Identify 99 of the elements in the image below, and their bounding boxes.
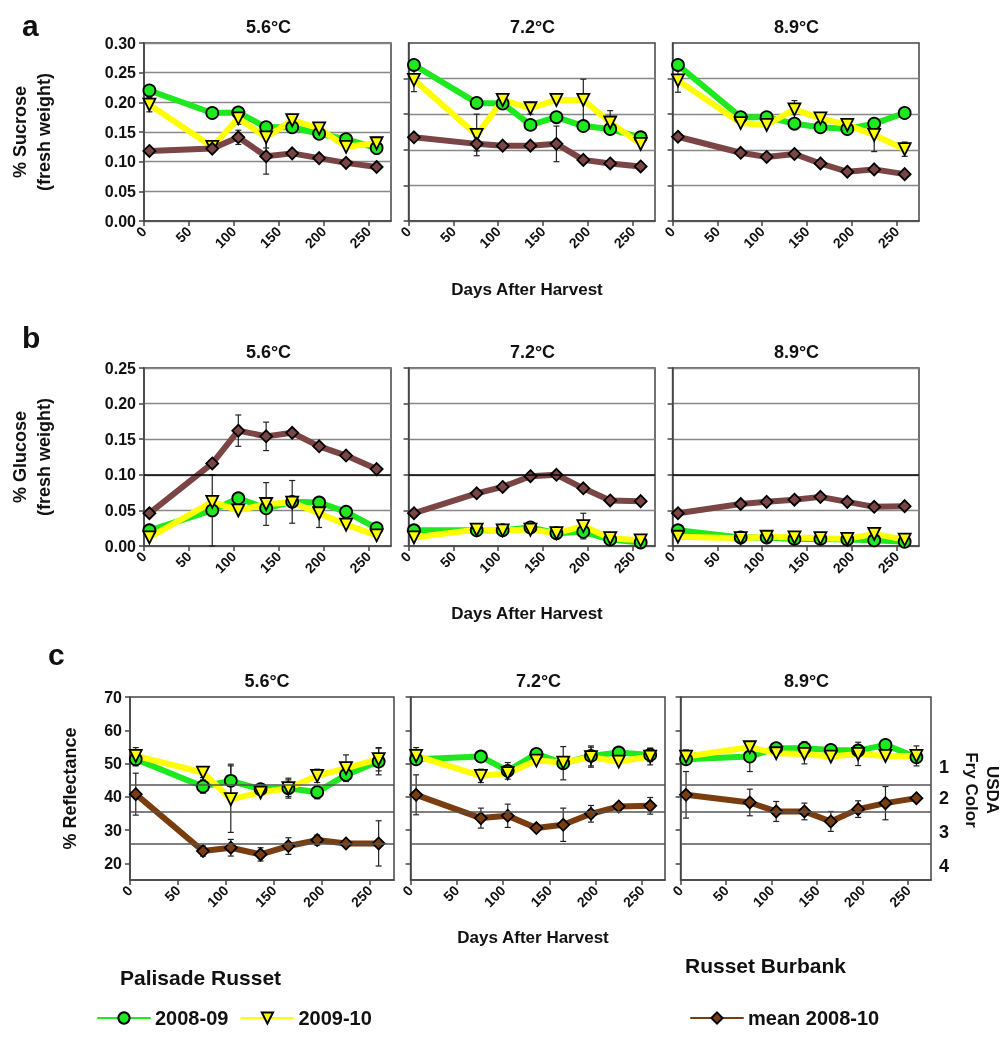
y-tick-label: 0.10 <box>104 466 137 484</box>
x-tick-label: 200 <box>829 548 858 577</box>
x-tick-label: 200 <box>299 882 328 911</box>
x-tick-label: 250 <box>346 223 375 252</box>
x-tick-label: 250 <box>346 548 375 577</box>
x-tick-label: 100 <box>740 223 768 252</box>
chart-title: 8.9°C <box>773 17 820 37</box>
chart-title: 8.9°C <box>773 342 820 362</box>
x-tick-label: 100 <box>211 548 240 577</box>
x-tick-label: 50 <box>161 882 184 905</box>
text: 4 <box>939 856 950 876</box>
x-axis-title: Days After Harvest <box>451 604 603 624</box>
y-tick-label: 0.00 <box>104 537 137 555</box>
text: 1 <box>939 757 950 777</box>
y-tick-label: 0.15 <box>104 123 137 141</box>
chart-title: 5.6°C <box>245 342 292 362</box>
y-tick-label: 0.30 <box>104 34 137 52</box>
x-tick-label: 50 <box>172 548 195 571</box>
y-tick-label: 20 <box>104 854 123 872</box>
x-axis-title: Days After Harvest <box>451 280 603 300</box>
x-tick-label: 100 <box>480 882 509 911</box>
x-tick-label: 0 <box>397 548 415 566</box>
x-tick-label: 100 <box>476 548 504 577</box>
y-tick-label: 70 <box>104 688 123 706</box>
x-tick-label: 200 <box>301 223 330 252</box>
text: Palisade Russet <box>120 966 282 989</box>
x-tick-label: 100 <box>740 548 768 577</box>
x-tick-label: 200 <box>565 548 594 577</box>
x-tick-label: 100 <box>211 223 240 252</box>
chart-title: 5.6°C <box>244 671 290 691</box>
text: USDA Fry Color <box>962 752 1002 829</box>
x-tick-label: 0 <box>399 882 417 900</box>
y-tick-label: 0.25 <box>104 359 137 377</box>
y-tick-label: 50 <box>104 755 123 773</box>
x-tick-label: 250 <box>886 882 915 911</box>
y-tick-label: 0.25 <box>104 64 137 82</box>
x-tick-label: 0 <box>669 882 687 900</box>
x-tick-label: 50 <box>436 548 460 571</box>
y-tick-label: 0.00 <box>104 212 137 230</box>
x-tick-label: 100 <box>749 882 778 911</box>
text: a <box>22 8 39 42</box>
text: 3 <box>939 822 950 842</box>
legend-label: 2009-10 <box>298 1007 372 1029</box>
y-tick-label: 30 <box>104 821 123 839</box>
text: Russet Burbank <box>685 953 847 977</box>
y-tick-label: 0.05 <box>104 182 137 200</box>
x-tick-label: 200 <box>565 223 594 252</box>
legend-label: 2008-09 <box>155 1007 229 1029</box>
text: 2 <box>939 788 950 808</box>
chart-title: 7.2°C <box>509 17 556 37</box>
x-tick-label: 150 <box>520 223 549 252</box>
y-tick-label: 0.20 <box>104 93 137 111</box>
chart-title: 5.6°C <box>245 17 292 37</box>
x-tick-label: 150 <box>784 548 813 577</box>
y-axis-title: % Glucose (fresh weight) <box>10 397 54 517</box>
x-tick-label: 150 <box>256 223 285 252</box>
y-tick-label: 0.20 <box>104 395 137 413</box>
y-tick-label: 60 <box>104 721 123 739</box>
y-tick-label: 0.15 <box>104 430 137 448</box>
x-tick-label: 200 <box>829 223 858 252</box>
chart-title: 7.2°C <box>509 342 556 362</box>
x-tick-label: 150 <box>256 548 285 577</box>
x-tick-label: 200 <box>573 882 602 911</box>
x-axis-title: Days After Harvest <box>457 928 609 948</box>
x-tick-label: 250 <box>610 223 639 252</box>
x-tick-label: 150 <box>527 882 556 911</box>
y-tick-label: 0.05 <box>104 501 137 519</box>
x-tick-label: 0 <box>397 223 415 241</box>
legend-label: mean 2008-10 <box>748 1007 880 1029</box>
y-tick-label: 0.10 <box>104 153 137 171</box>
x-tick-label: 50 <box>700 223 724 246</box>
x-tick-label: 0 <box>118 882 136 900</box>
chart-title: 8.9°C <box>783 671 830 691</box>
x-tick-label: 50 <box>172 223 195 246</box>
x-tick-label: 150 <box>520 548 549 577</box>
text: b <box>22 320 41 354</box>
y-axis-title: % Reflectance <box>60 727 80 850</box>
x-tick-label: 250 <box>874 223 903 252</box>
x-tick-label: 250 <box>347 882 376 911</box>
x-tick-label: 50 <box>700 548 724 571</box>
x-tick-label: 150 <box>784 223 813 252</box>
x-tick-label: 50 <box>436 223 460 246</box>
x-tick-label: 250 <box>874 548 903 577</box>
x-tick-label: 250 <box>610 548 639 577</box>
x-tick-label: 50 <box>440 882 463 905</box>
y-tick-label: 40 <box>104 788 123 806</box>
y-axis-title: % Sucrose (fresh weight) <box>10 72 54 192</box>
x-tick-label: 150 <box>251 882 280 911</box>
x-tick-label: 50 <box>709 882 732 905</box>
x-tick-label: 0 <box>661 548 679 566</box>
chart-title: 7.2°C <box>515 671 562 691</box>
x-tick-label: 100 <box>476 223 504 252</box>
x-tick-label: 200 <box>301 548 330 577</box>
x-tick-label: 150 <box>795 882 823 911</box>
x-tick-label: 200 <box>840 882 869 911</box>
x-tick-label: 0 <box>661 223 679 241</box>
text: c <box>48 637 65 671</box>
x-tick-label: 250 <box>619 882 648 911</box>
x-tick-label: 100 <box>203 882 232 911</box>
